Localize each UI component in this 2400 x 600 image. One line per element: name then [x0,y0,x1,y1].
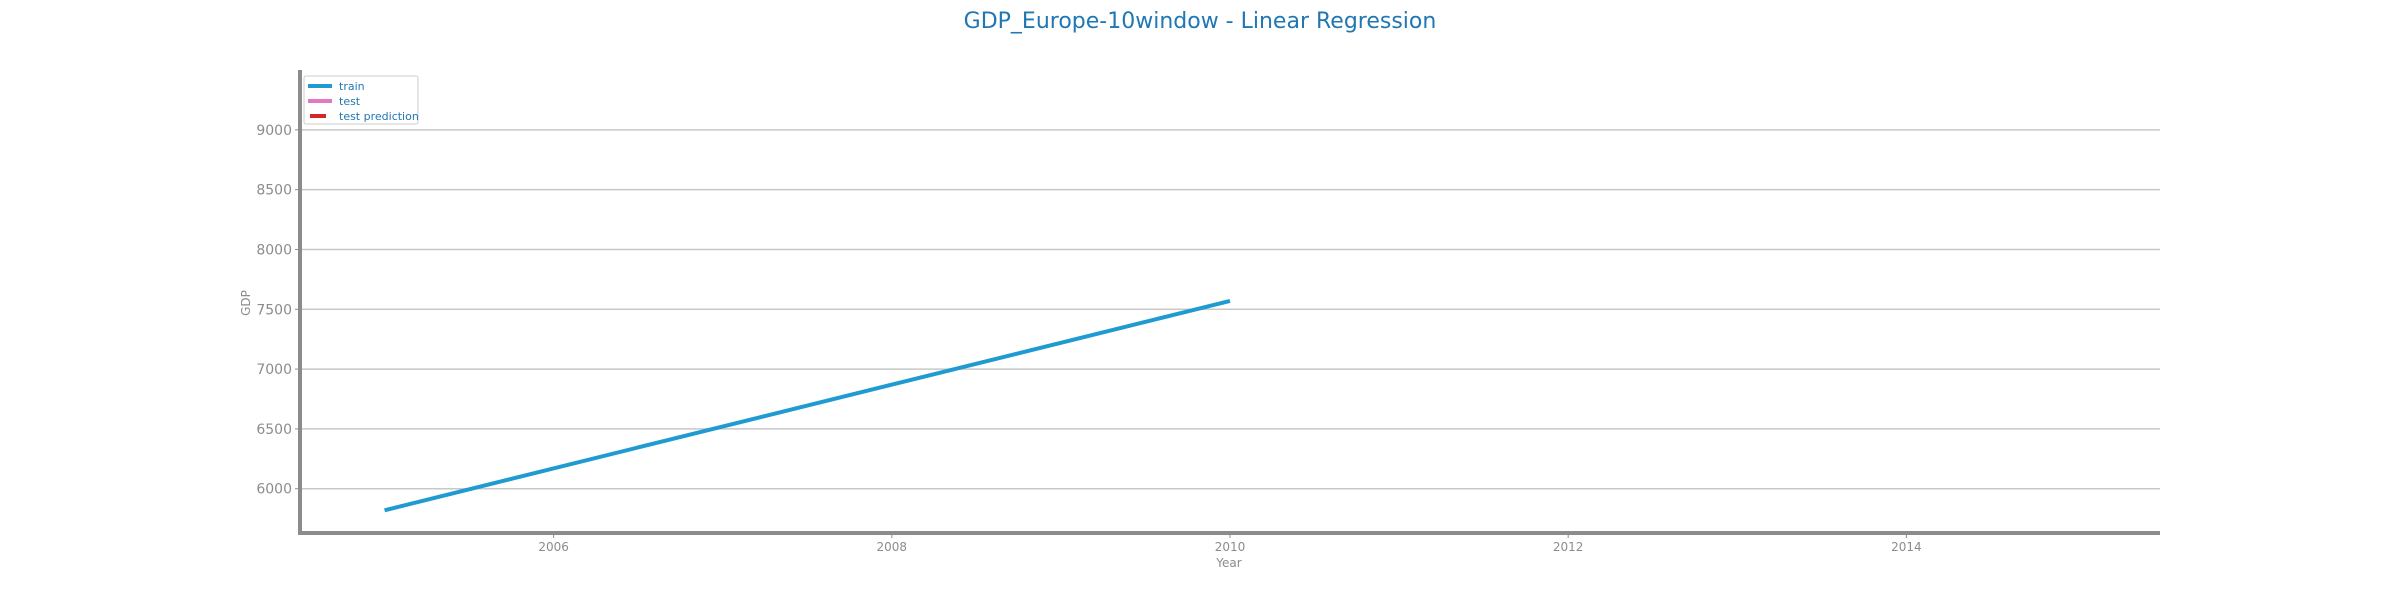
y-tick-label-6: 9000 [256,123,292,139]
y-tick-label-5: 8500 [256,183,292,199]
x-tick-label-0: 2006 [538,540,569,554]
x-tick-label-2: 2010 [1215,540,1246,554]
y-tick-label-3: 7500 [256,302,292,318]
legend-box [303,75,419,125]
series-layer [384,298,1231,513]
legend: train test test prediction [303,75,419,125]
series-line-train [384,298,1231,513]
axes [298,70,2160,535]
x-tick-label-4: 2014 [1891,540,1922,554]
y-tick-label-0: 6000 [256,482,292,498]
y-axis-label: GDP [239,290,253,316]
x-tick-label-1: 2008 [877,540,908,554]
x-axis-label: Year [1215,556,1241,570]
y-axis-ticks: 6000 6500 7000 7500 8000 8500 9000 [256,123,300,498]
x-axis-ticks: 2006 2008 2010 2012 2014 [538,533,1922,554]
y-tick-label-4: 8000 [256,242,292,258]
legend-label-0: train [339,80,365,93]
grid [300,129,2160,490]
y-tick-label-2: 7000 [256,362,292,378]
legend-label-2: test prediction [339,110,419,123]
y-tick-label-1: 6500 [256,422,292,438]
chart-title: GDP_Europe-10window - Linear Regression [964,9,1437,34]
x-tick-label-3: 2012 [1553,540,1584,554]
legend-label-1: test [339,95,361,108]
